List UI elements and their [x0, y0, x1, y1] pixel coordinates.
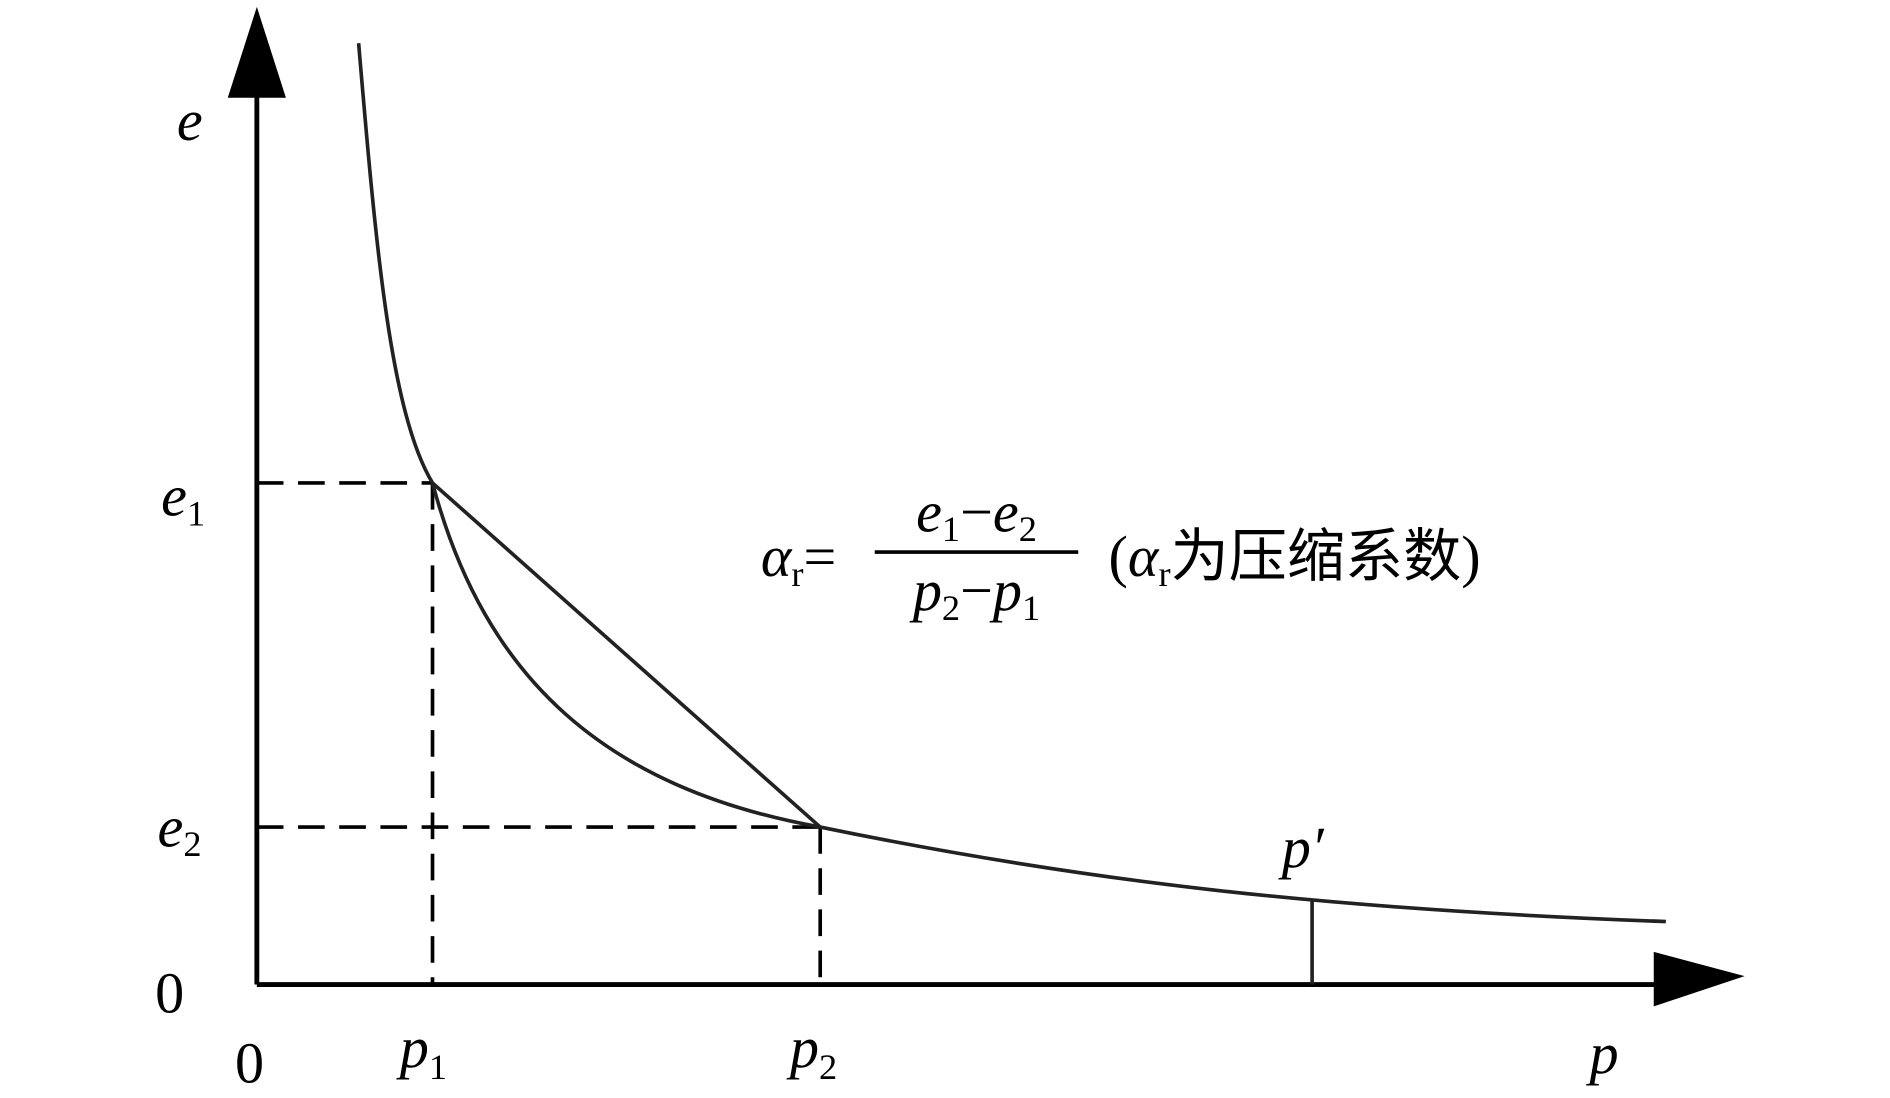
x-arrow — [1653, 951, 1745, 1007]
y-arrow — [227, 6, 286, 98]
p1-label: p1 — [396, 1015, 447, 1087]
p-prime-label: p′ — [1278, 815, 1325, 880]
origin: 0 — [155, 960, 184, 1025]
numerator: e1−e2 — [916, 479, 1037, 549]
denominator: p2−p1 — [909, 558, 1040, 628]
formula-lhs: αr= — [761, 524, 836, 594]
e-p-curve — [356, 43, 1666, 924]
formula-note: (αr为压缩系数) — [1109, 524, 1481, 594]
e2-label: e2 — [158, 794, 202, 864]
y-label: e — [177, 88, 203, 153]
x-label: p — [1586, 1021, 1619, 1086]
chord — [431, 481, 822, 829]
guide-lines — [256, 481, 823, 985]
p2-label: p2 — [786, 1015, 837, 1087]
e1-label: e1 — [161, 464, 205, 534]
origin: 0 — [235, 1031, 264, 1096]
